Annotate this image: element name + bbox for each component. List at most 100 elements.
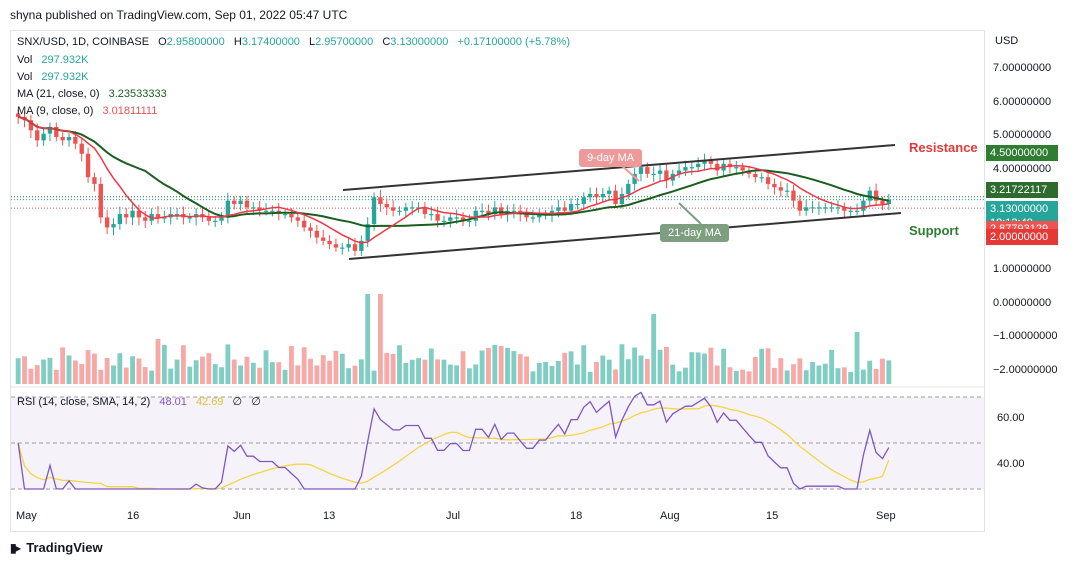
- time-tick-label: Sep: [876, 510, 896, 522]
- volume-bar: [435, 359, 441, 384]
- candle-body: [880, 200, 885, 204]
- volume-bar: [880, 358, 885, 384]
- candle-body: [441, 220, 447, 222]
- candle-body: [410, 207, 415, 209]
- candle-body: [143, 217, 148, 221]
- volume-bar: [492, 344, 498, 384]
- candle-body: [708, 160, 714, 164]
- volume-bar: [505, 347, 510, 384]
- candle-body: [187, 217, 192, 219]
- volume-bar: [174, 359, 180, 384]
- volume-bar: [619, 344, 625, 384]
- candle-body: [378, 197, 383, 204]
- candle-body: [575, 204, 580, 206]
- candle-body: [435, 214, 440, 221]
- l-label: L: [309, 36, 316, 48]
- candle-body: [454, 217, 459, 219]
- volume-bar: [390, 353, 396, 384]
- candle-body: [346, 244, 351, 248]
- candle-body: [117, 214, 123, 225]
- candle-body: [823, 207, 828, 209]
- candle-body: [66, 137, 72, 141]
- candle-body: [607, 190, 612, 194]
- price-chart[interactable]: [11, 31, 984, 531]
- ma21-callout-pointer: [678, 202, 702, 225]
- volume-bar: [702, 353, 707, 384]
- volume-bar: [733, 370, 739, 384]
- candle-body: [632, 173, 637, 184]
- volume-bar: [200, 356, 205, 384]
- candle-body: [35, 130, 40, 141]
- rsi-z2: ∅: [251, 396, 261, 408]
- volume-bar: [142, 367, 148, 384]
- candle-body: [638, 167, 644, 174]
- candle-body: [429, 214, 434, 216]
- ma21-legend: MA (21, close, 0) 3.23533333: [17, 88, 167, 100]
- volume-bar: [416, 358, 421, 384]
- candle-body: [321, 237, 326, 241]
- candle-body: [130, 210, 135, 218]
- candle-body: [422, 207, 428, 215]
- candle-body: [581, 197, 586, 204]
- candle-body: [613, 190, 618, 204]
- volume-bar: [422, 359, 428, 384]
- chart-panel[interactable]: SNX/USD, 1D, COINBASE O2.95800000 H3.174…: [10, 30, 985, 532]
- volume-bar: [180, 345, 186, 384]
- volume-bar: [860, 369, 866, 384]
- ma9-label: MA (9, close, 0): [17, 105, 94, 117]
- volume-bar: [651, 314, 657, 384]
- ohlc-legend: SNX/USD, 1D, COINBASE O2.95800000 H3.174…: [17, 36, 570, 48]
- volume-bar: [219, 367, 224, 384]
- tradingview-brand: ▮▸ TradingView: [10, 540, 103, 555]
- candle-body: [73, 137, 78, 144]
- candle-body: [676, 170, 682, 174]
- support-label: Support: [909, 223, 959, 238]
- volume-bar: [187, 366, 193, 384]
- candle-body: [810, 207, 815, 209]
- candle-body: [289, 214, 294, 218]
- rsi-z1: ∅: [232, 396, 243, 408]
- volume-bar: [714, 365, 720, 384]
- volume-bar: [346, 368, 352, 384]
- candle-body: [619, 193, 625, 204]
- candle-body: [740, 167, 745, 171]
- candle-body: [683, 167, 688, 171]
- volume-bar: [66, 355, 72, 384]
- volume-bar: [676, 371, 682, 384]
- volume-bar: [848, 371, 854, 384]
- volume-bar: [377, 294, 383, 384]
- candle-body: [600, 193, 606, 198]
- volume-bar: [371, 370, 377, 384]
- volume-bar: [34, 365, 40, 384]
- volume-bar: [403, 362, 409, 384]
- l-value: 2.95700000: [315, 36, 374, 48]
- price-tick-label: 6.00000000: [993, 95, 1052, 108]
- candle-body: [41, 133, 46, 141]
- volume-bar: [549, 365, 555, 384]
- ma9-line: [18, 116, 889, 244]
- volume-bar: [250, 362, 256, 384]
- candle-body: [772, 183, 777, 188]
- candle-body: [263, 210, 269, 212]
- volume-bar: [289, 346, 294, 384]
- ma21-value: 3.23533333: [108, 88, 167, 100]
- candle-body: [333, 244, 339, 248]
- volume-bar: [22, 356, 27, 384]
- candle-body: [340, 247, 345, 249]
- price-tick-label: 1.00000000: [993, 263, 1052, 275]
- volume-bar: [320, 355, 326, 384]
- volume-bar: [657, 349, 663, 384]
- channel-bottom-line: [348, 212, 902, 260]
- candle-body: [867, 190, 872, 201]
- candle-body: [60, 137, 65, 141]
- candle-body: [365, 224, 370, 241]
- volume-bar: [867, 360, 873, 384]
- candle-body: [835, 207, 841, 209]
- volume-bar: [92, 353, 97, 384]
- price-tick-label: 4.00000000: [993, 162, 1052, 175]
- volume-bar: [269, 362, 275, 384]
- volume-bar: [212, 364, 218, 384]
- volume-bar: [581, 345, 587, 384]
- price-tick-label: −1.00000000: [993, 330, 1058, 342]
- volume-bar: [409, 359, 415, 384]
